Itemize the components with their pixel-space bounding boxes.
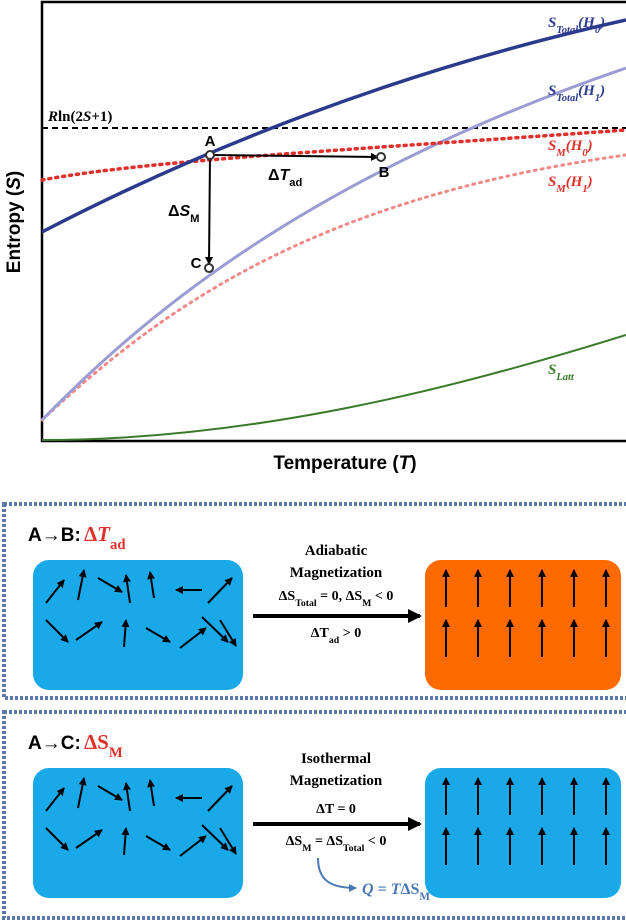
figure: Entropy (S) Temperature (T) Rln(2S+1) ST… <box>0 0 626 922</box>
text-part: ad <box>110 537 126 553</box>
curve-label: SM(H1) <box>548 174 593 195</box>
panel-symbol: ΔTad <box>84 522 126 553</box>
text-part: Temperature ( <box>273 453 399 474</box>
text-part: S <box>548 15 556 31</box>
text-part: Δ <box>84 522 97 546</box>
spin-box-ordered <box>425 768 621 898</box>
condition: ΔTad > 0 <box>311 626 361 646</box>
condition: ΔSM = ΔSTotal < 0 <box>286 834 387 854</box>
curve-s-total-h0 <box>42 20 626 232</box>
process-label: Magnetization <box>290 773 383 789</box>
curve-label: STotal(H0) <box>548 15 605 36</box>
text-part: +1) <box>91 109 112 125</box>
text-part: ΔS <box>400 881 419 898</box>
text-part: ΔS <box>279 589 296 604</box>
text-part: M <box>109 745 123 761</box>
point-label: C <box>191 255 202 272</box>
text-part: S <box>548 174 556 190</box>
text-part: Total <box>343 843 365 854</box>
text-part: M <box>190 213 199 225</box>
heat-arrow <box>318 858 356 888</box>
text-part: ΔS <box>286 834 303 849</box>
condition: ΔT = 0 <box>316 802 356 817</box>
text-part: = 0, ΔS <box>317 589 363 604</box>
y-axis-label: Entropy (S) <box>4 171 25 273</box>
text-part: S <box>548 83 556 99</box>
text-part: Total <box>295 598 317 609</box>
text-part: ΔT = 0 <box>316 802 356 817</box>
curve-s-total-h1 <box>42 68 626 420</box>
text-part: ln(2 <box>58 109 83 125</box>
limit-label: Rln(2S+1) <box>47 109 112 125</box>
point-c <box>205 264 213 272</box>
x-axis-label: Temperature (T) <box>273 453 416 474</box>
text-part: Δ <box>168 203 180 220</box>
text-part: ad <box>289 177 302 189</box>
text-part: M <box>555 148 566 159</box>
curve-s-latt <box>42 335 626 440</box>
text-part: S <box>180 203 191 220</box>
text-part: Q <box>362 881 374 898</box>
text-part: < 0 <box>371 589 393 604</box>
delta-t-label: ΔTad <box>268 167 303 189</box>
text-part: ) <box>4 171 25 177</box>
condition: ΔSTotal = 0, ΔSM < 0 <box>279 589 394 609</box>
text-part: ) <box>586 138 593 154</box>
point-b <box>377 153 385 161</box>
curve-s-m-h1 <box>42 155 626 420</box>
text-part: S <box>97 730 109 754</box>
process-label: Adiabatic <box>305 543 368 559</box>
text-part: M <box>555 184 566 195</box>
panel-symbol: ΔSM <box>84 730 123 761</box>
page: Entropy (S) Temperature (T) Rln(2S+1) ST… <box>0 0 626 922</box>
curve-label: SLatt <box>548 362 575 383</box>
text-part: < 0 <box>364 834 386 849</box>
text-part: ) <box>410 453 416 474</box>
text-part: M <box>362 598 371 609</box>
point-label: B <box>379 164 390 181</box>
curve-label: SM(H0) <box>548 138 593 159</box>
text-part: S <box>548 362 556 378</box>
text-part: = <box>374 881 391 898</box>
text-part: Latt <box>555 372 575 383</box>
panel-title: A→B: <box>28 525 81 546</box>
text-part: = ΔS <box>311 834 343 849</box>
process-label: Isothermal <box>301 751 371 767</box>
heat-label: Q = TΔSM <box>362 881 430 903</box>
text-part: ΔT <box>311 626 330 641</box>
delta-s-label: ΔSM <box>168 203 200 225</box>
spin-box-ordered <box>425 560 621 690</box>
text-part: S <box>4 177 25 190</box>
text-part: M <box>419 891 430 903</box>
text-part: Total <box>556 25 578 36</box>
text-part: ad <box>329 635 340 646</box>
plot-frame <box>42 2 626 441</box>
panel-title: A→C: <box>28 733 81 754</box>
text-part: S <box>83 109 91 125</box>
point-a <box>206 151 214 159</box>
arrow-a-c <box>209 155 210 264</box>
text-part: M <box>302 843 311 854</box>
point-label: A <box>205 133 216 150</box>
text-part: ) <box>586 174 593 190</box>
text-part: Δ <box>84 730 97 754</box>
text-part: ) <box>598 15 605 31</box>
text-part: > 0 <box>339 626 361 641</box>
text-part: R <box>47 109 58 125</box>
text-part: Total <box>556 93 578 104</box>
text-part: ) <box>598 83 605 99</box>
text-part: Δ <box>268 167 280 184</box>
text-part: S <box>548 138 556 154</box>
process-label: Magnetization <box>290 565 383 581</box>
text-part: Entropy ( <box>4 189 25 273</box>
curve-s-m-h0 <box>42 130 626 180</box>
